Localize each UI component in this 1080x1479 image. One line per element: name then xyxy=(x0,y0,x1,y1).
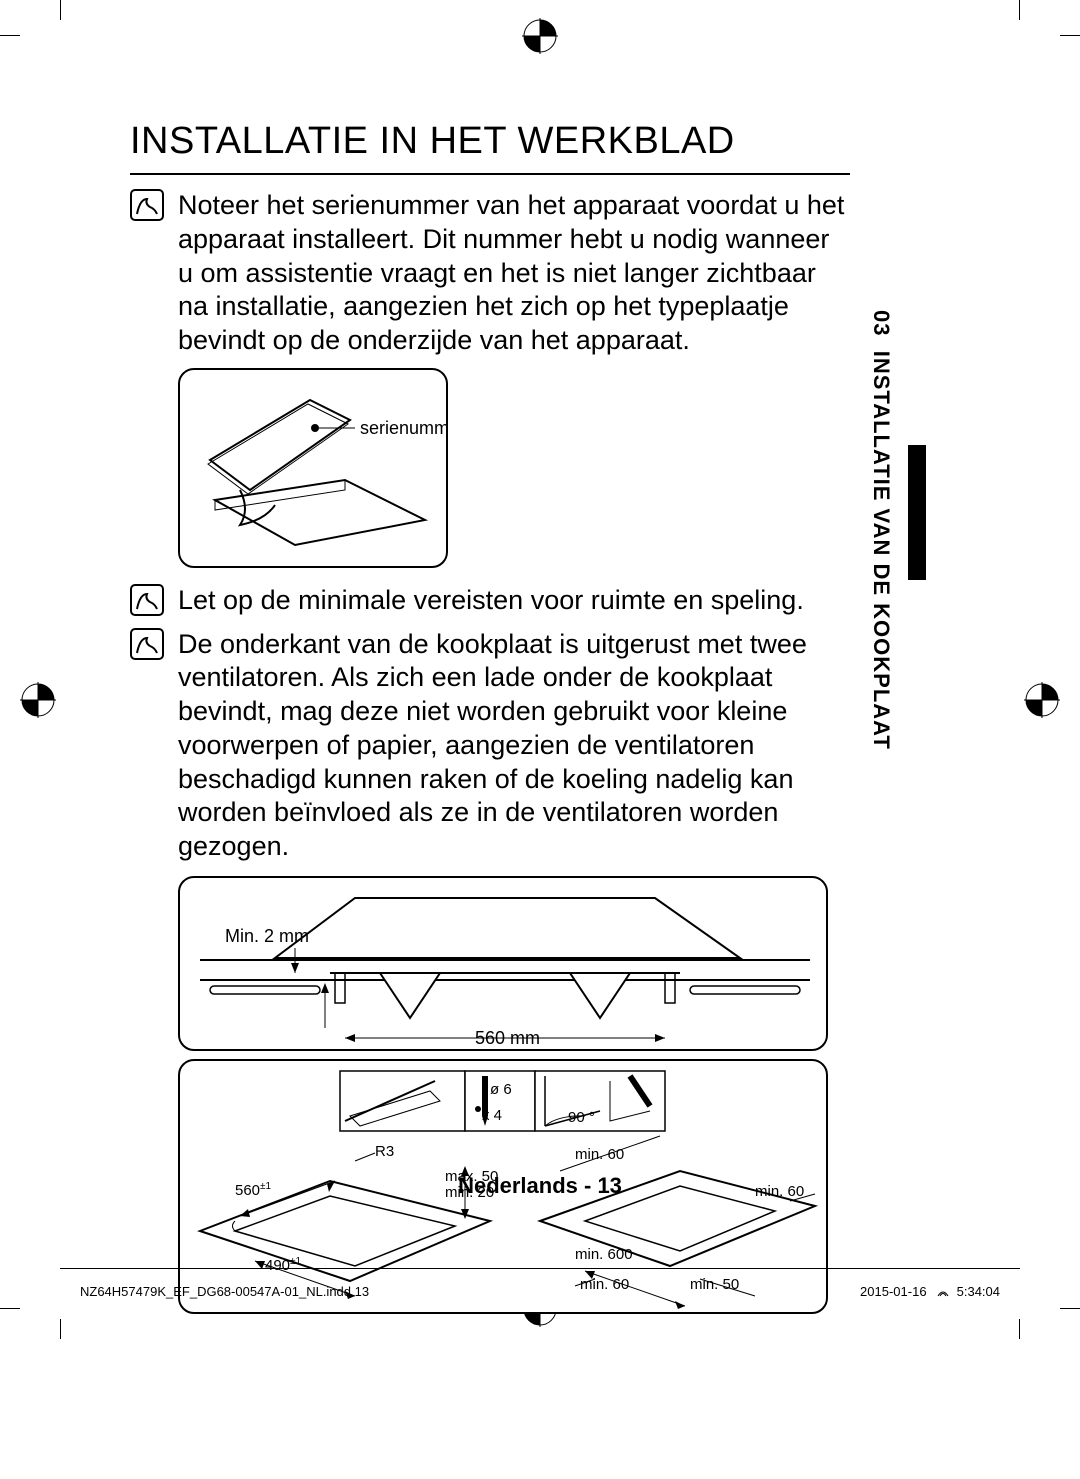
diagram-serial: serienummer xyxy=(178,368,448,568)
diagram-label: min. 50 xyxy=(690,1276,739,1293)
side-tab-number: 03 xyxy=(869,310,894,336)
footer-page-label: Nederlands - 13 xyxy=(0,1173,1080,1199)
note-row: Let op de minimale vereisten voor ruimte… xyxy=(130,584,850,618)
diagram-label: min. 600 xyxy=(575,1246,633,1263)
crop-mark xyxy=(60,0,61,20)
diagram-label: serienummer xyxy=(360,418,448,439)
registration-mark-icon xyxy=(20,682,56,718)
note-text: Let op de minimale vereisten voor ruimte… xyxy=(178,584,804,618)
note-icon xyxy=(130,628,164,660)
footer-rule xyxy=(60,1268,1020,1269)
note-text: De onderkant van de kookplaat is uitgeru… xyxy=(178,628,850,864)
diagram-cutout-side: Min. 2 mm 560 mm xyxy=(178,876,828,1051)
diagram-label: min. 60 xyxy=(580,1276,629,1293)
note-row: De onderkant van de kookplaat is uitgeru… xyxy=(130,628,850,864)
diagram-label: x 4 xyxy=(482,1107,502,1124)
note-row: Noteer het serienummer van het apparaat … xyxy=(130,189,850,358)
diagram-serial-svg xyxy=(180,370,448,568)
diagram-label: 490±1 xyxy=(265,1256,301,1274)
diagram-label: ø 6 xyxy=(490,1081,512,1098)
crop-mark xyxy=(60,1319,61,1339)
diagram-label: Min. 2 mm xyxy=(225,926,309,947)
diagram-cutout-svg xyxy=(180,878,828,1051)
crop-mark xyxy=(0,1308,20,1309)
crop-mark xyxy=(1019,1319,1020,1339)
crop-mark xyxy=(1060,35,1080,36)
diagram-label: min. 60 xyxy=(575,1146,624,1163)
crop-mark xyxy=(1019,0,1020,20)
registration-mark-icon xyxy=(522,18,558,54)
page-heading: INSTALLATIE IN HET WERKBLAD xyxy=(130,120,850,163)
footer-timestamp: 2015-01-16 5:34:04 xyxy=(860,1284,1000,1299)
registration-mark-icon xyxy=(1024,682,1060,718)
diagram-label: 90 ° xyxy=(568,1109,595,1126)
crop-mark xyxy=(1060,1308,1080,1309)
content-area: INSTALLATIE IN HET WERKBLAD Noteer het s… xyxy=(130,120,850,1314)
diagram-label: 560 mm xyxy=(475,1028,540,1049)
note-text: Noteer het serienummer van het apparaat … xyxy=(178,189,850,358)
side-tab-label: 03 INSTALLATIE VAN DE KOOKPLAAT xyxy=(868,310,894,750)
page: 03 INSTALLATIE VAN DE KOOKPLAAT INSTALLA… xyxy=(0,0,1080,1479)
note-icon xyxy=(130,189,164,221)
note-icon xyxy=(130,584,164,616)
side-tab: 03 INSTALLATIE VAN DE KOOKPLAAT xyxy=(866,310,900,820)
heading-rule xyxy=(130,173,850,175)
crop-mark xyxy=(0,35,20,36)
side-tab-bar xyxy=(908,445,926,580)
side-tab-text: INSTALLATIE VAN DE KOOKPLAAT xyxy=(869,351,894,750)
diagram-label: R3 xyxy=(375,1143,394,1160)
footer-filename: NZ64H57479K_EF_DG68-00547A-01_NL.indd 13 xyxy=(80,1284,369,1299)
wifi-icon xyxy=(937,1288,949,1298)
